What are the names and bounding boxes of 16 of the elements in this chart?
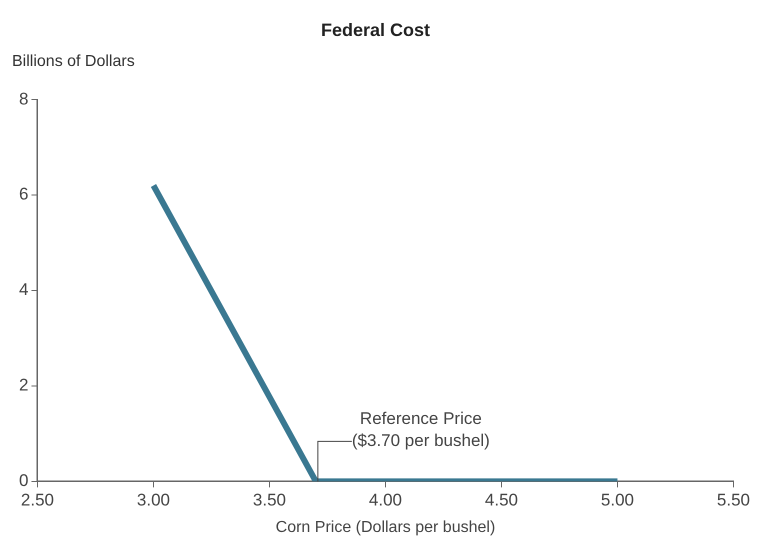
x-tick-label: 3.00 [136,490,170,510]
y-axis-title: Billions of Dollars [12,53,135,70]
x-axis-title: Corn Price (Dollars per bushel) [276,518,496,536]
x-tick-label: 4.50 [484,490,518,510]
y-tick-label: 4 [18,280,28,300]
annotation: Reference Price ($3.70 per bushel) [352,409,490,450]
y-tick-label: 8 [18,89,28,108]
chart-title: Federal Cost [320,20,430,40]
x-tick-label: 3.50 [252,490,286,510]
x-tick-label: 5.00 [600,490,634,510]
x-tick-label: 4.00 [368,490,402,510]
y-tick-label: 2 [18,376,28,395]
y-tick-label: 0 [18,471,28,490]
x-tick-label: 5.50 [716,490,750,510]
x-tick-label: 2.50 [20,490,54,510]
y-tick-label: 6 [18,184,28,204]
